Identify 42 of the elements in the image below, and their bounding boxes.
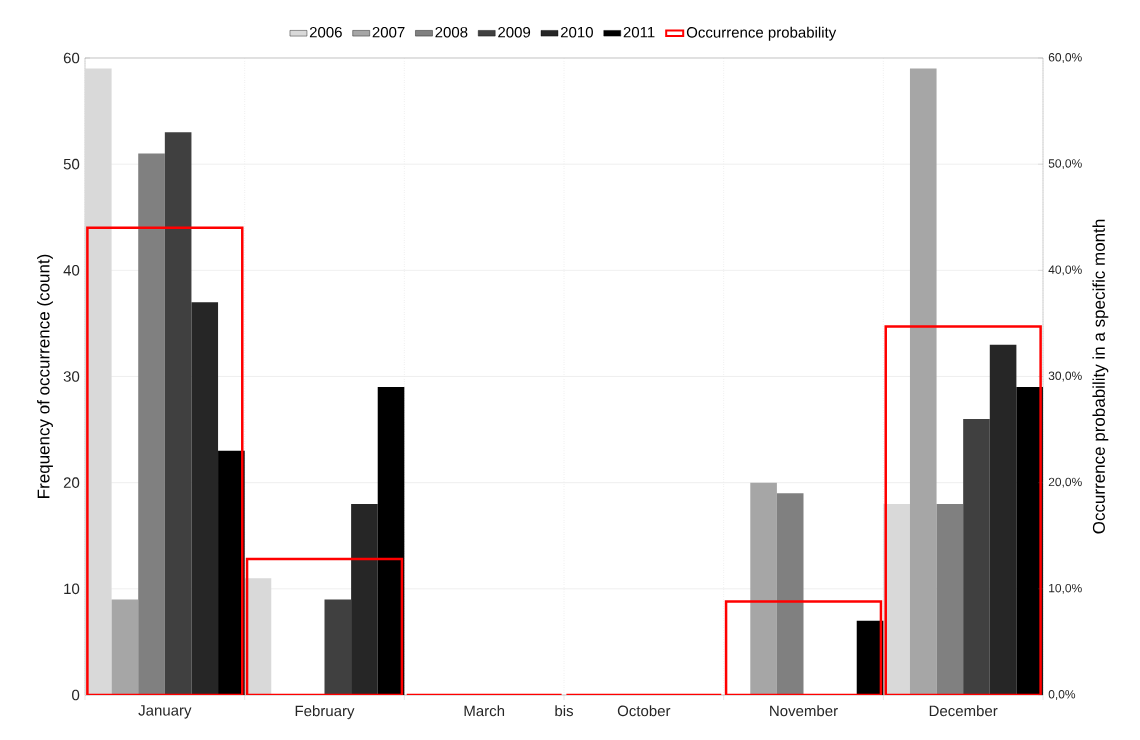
y2-tick-label: 20,0% — [1048, 477, 1082, 488]
y2-tick-label: 60,0% — [1048, 53, 1082, 63]
bar — [351, 503, 378, 695]
y2-tick-label: 30,0% — [1048, 371, 1082, 382]
legend-label: 2007 — [372, 26, 405, 38]
bar — [377, 387, 405, 695]
y-axis-title: Frequency of occurrence (count) — [37, 254, 53, 498]
bar — [750, 482, 777, 695]
x-tick-label: October — [617, 705, 671, 717]
x-tick-label: January — [138, 705, 192, 719]
x-tick-label: November — [770, 705, 838, 717]
y2-tick-label: 40,0% — [1048, 265, 1082, 276]
y-tick-label: 50 — [63, 158, 80, 170]
legend-label: 2009 — [498, 26, 531, 38]
legend-label: 2006 — [309, 26, 342, 38]
y2-axis-title: Occurrence probability in a specific month — [1092, 219, 1109, 534]
x-tick-label: December — [929, 705, 998, 717]
y-tick-label: 10 — [64, 583, 80, 595]
bar — [324, 599, 352, 695]
x-tick-label: March — [464, 705, 505, 717]
bar — [164, 132, 192, 695]
bar — [85, 68, 112, 695]
y2-tick-label: 0,0% — [1048, 690, 1076, 700]
y-tick-label: 40 — [63, 265, 80, 276]
y-tick-label: 20 — [63, 477, 80, 488]
y-tick-label: 30 — [63, 371, 80, 382]
legend-label: Occurrence probability — [686, 26, 837, 41]
y2-tick-label: 10,0% — [1049, 583, 1082, 594]
y-tick-label: 60 — [63, 52, 80, 64]
text: bis — [555, 705, 574, 717]
bar — [963, 418, 990, 695]
y-tick-label: 0 — [72, 689, 80, 701]
bar — [989, 344, 1017, 695]
legend-label: 2011 — [623, 26, 655, 38]
legend-label: 2010 — [560, 26, 593, 38]
y2-tick-label: 50,0% — [1048, 159, 1082, 170]
bar — [244, 578, 272, 695]
x-tick-label: February — [295, 705, 355, 720]
bar — [191, 302, 219, 695]
bar — [909, 68, 937, 695]
legend-label: 2008 — [435, 26, 468, 38]
bar — [111, 599, 139, 695]
